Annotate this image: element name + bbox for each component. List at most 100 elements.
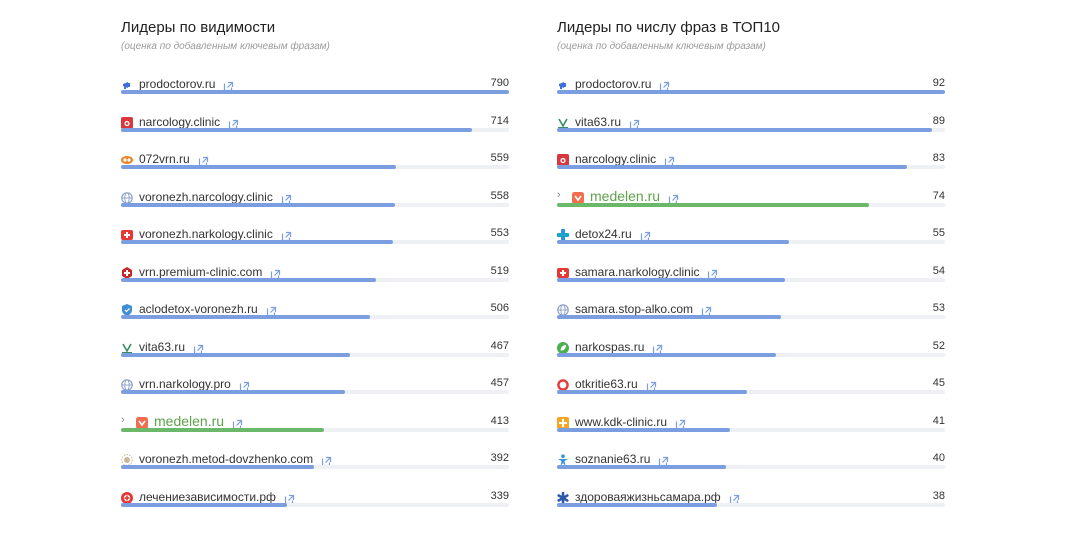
leader-row: prodoctorov.ru 92 (557, 77, 945, 108)
progress-track (557, 427, 945, 432)
domain-name: здороваяжизньсамара.рф (575, 489, 721, 504)
external-link-icon[interactable] (281, 192, 292, 204)
progress-track (121, 277, 509, 282)
external-link-icon[interactable] (668, 192, 679, 204)
leader-row: › medelen.ru 413 (121, 413, 509, 446)
score-value: 38 (932, 489, 945, 502)
external-link-icon[interactable] (281, 229, 292, 242)
score-value: 92 (932, 77, 945, 89)
external-link-icon[interactable] (729, 492, 740, 504)
score-value: 519 (490, 264, 509, 277)
score-value: 506 (490, 302, 509, 314)
external-link-icon[interactable] (239, 379, 250, 392)
leader-row: voronezh.metod-dovzhenko.com 392 (121, 452, 509, 483)
external-link-icon[interactable] (629, 117, 640, 129)
external-link-icon[interactable] (675, 417, 686, 429)
external-link-icon[interactable] (232, 417, 243, 429)
external-link-icon[interactable] (658, 454, 669, 467)
external-link-icon[interactable] (701, 304, 712, 317)
progress-track (121, 202, 509, 207)
progress-bar (121, 315, 370, 319)
progress-bar (121, 352, 351, 357)
domain-name: samara.stop-alko.com (575, 302, 694, 316)
external-link-icon[interactable] (270, 267, 281, 279)
megaphone-icon (557, 79, 569, 91)
external-link-icon[interactable] (659, 79, 670, 92)
leaf-icon (557, 341, 569, 354)
domain-name: vita63.ru (575, 114, 622, 129)
progress-bar (121, 502, 288, 507)
score-value: 457 (490, 377, 509, 389)
external-link-icon[interactable] (707, 267, 718, 279)
score-value: 83 (932, 152, 945, 164)
progress-track (557, 127, 945, 132)
medelen-logo-icon (136, 416, 148, 429)
progress-track (557, 90, 945, 94)
medical-bag-icon (121, 229, 133, 241)
ring-icon (557, 379, 569, 391)
external-link-icon[interactable] (284, 492, 295, 504)
eyes-icon (121, 154, 133, 166)
domain-name: soznanie63.ru (575, 452, 651, 466)
external-link-icon[interactable] (228, 117, 239, 129)
progress-bar (557, 390, 747, 394)
leader-row: samara.narkology.clinic 54 (557, 264, 945, 296)
chevron-right-icon[interactable]: › (557, 188, 561, 201)
domain-name: detox24.ru (575, 227, 632, 241)
progress-track (557, 277, 945, 282)
chevron-right-icon[interactable]: › (121, 413, 125, 426)
score-value: 339 (490, 489, 509, 502)
domain-name: narcology.clinic (575, 152, 657, 166)
hexagon-cross-icon (121, 266, 133, 279)
leader-row: otkritie63.ru 45 (557, 377, 945, 408)
progress-bar (557, 465, 726, 469)
external-link-icon[interactable] (664, 154, 675, 167)
domain-name: prodoctorov.ru (575, 77, 652, 91)
domain-name: 072vrn.ru (139, 152, 190, 166)
progress-bar (121, 465, 314, 469)
progress-bar (121, 240, 393, 244)
progress-bar (557, 90, 945, 94)
progress-bar (121, 277, 376, 282)
domain-name: samara.narkology.clinic (575, 264, 700, 279)
score-value: 553 (490, 227, 509, 239)
panel-title: Лидеры по числу фраз в ТОП10 (557, 19, 781, 36)
progress-bar (557, 127, 933, 132)
figure-icon (557, 454, 569, 466)
panel-title: Лидеры по видимости (121, 19, 276, 36)
score-value: 559 (490, 152, 509, 164)
progress-bar (557, 240, 789, 244)
external-link-icon[interactable] (266, 304, 277, 317)
leader-row: aclodetox-voronezh.ru 506 (121, 302, 509, 333)
progress-track (557, 240, 945, 244)
flower-cross-icon (121, 491, 133, 504)
domain-name: voronezh.metod-dovzhenko.com (139, 452, 314, 466)
progress-track (121, 352, 509, 357)
progress-bar (121, 427, 324, 432)
domain-name: vrn.premium-clinic.com (139, 264, 263, 279)
progress-bar (557, 165, 908, 169)
score-value: 53 (932, 302, 945, 314)
progress-bar (121, 90, 509, 94)
external-link-icon[interactable] (321, 454, 332, 467)
domain-name: prodoctorov.ru (139, 77, 216, 91)
domain-name: www.kdk-clinic.ru (575, 414, 668, 429)
external-link-icon[interactable] (198, 154, 209, 167)
asterisk-icon (557, 491, 569, 504)
external-link-icon[interactable] (652, 342, 663, 354)
external-link-icon[interactable] (223, 79, 234, 92)
external-link-icon[interactable] (193, 342, 204, 354)
score-value: 45 (932, 377, 945, 389)
external-link-icon[interactable] (646, 379, 657, 392)
leader-row: vrn.narkology.pro 457 (121, 377, 509, 408)
progress-bar (121, 127, 472, 132)
megaphone-icon (121, 79, 133, 91)
progress-track (557, 315, 945, 319)
score-value: 74 (932, 189, 945, 202)
external-link-icon[interactable] (640, 229, 651, 242)
score-value: 558 (490, 189, 509, 202)
progress-bar (121, 202, 396, 207)
leader-row: voronezh.narkology.clinic 553 (121, 227, 509, 258)
score-value: 392 (490, 452, 509, 464)
medical-bag-icon (557, 267, 569, 279)
